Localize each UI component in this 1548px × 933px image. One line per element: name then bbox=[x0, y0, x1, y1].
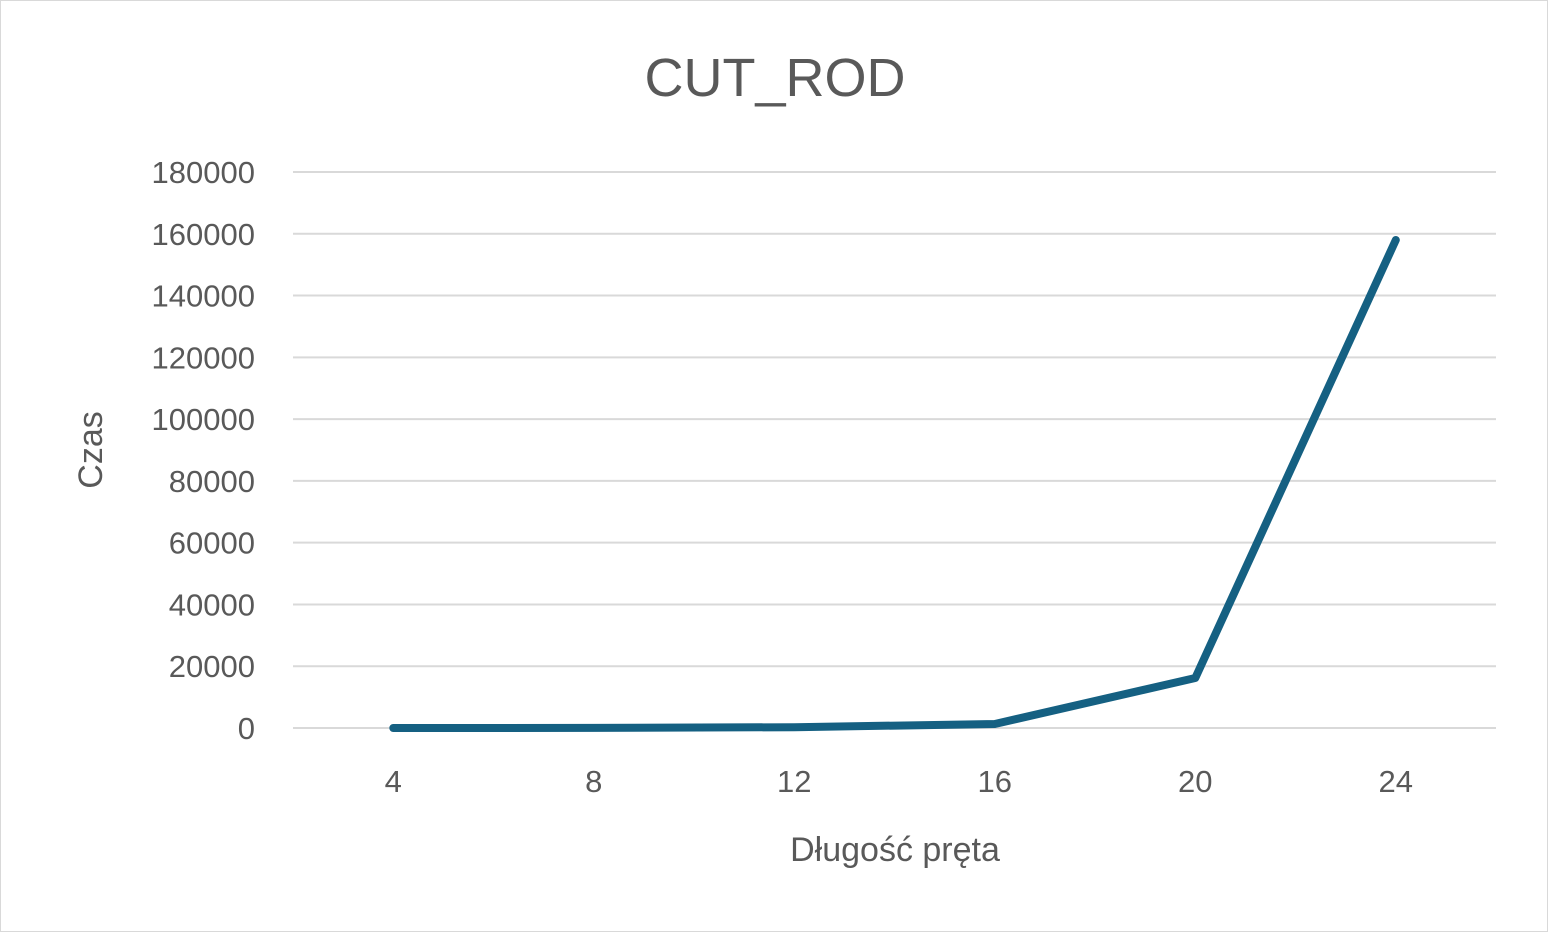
x-axis-label: Długość pręta bbox=[790, 831, 1000, 869]
x-tick-label: 4 bbox=[385, 764, 402, 799]
gridlines bbox=[293, 171, 1496, 729]
series-line bbox=[389, 236, 1400, 732]
y-tick-label: 60000 bbox=[169, 526, 255, 561]
y-tick-label: 180000 bbox=[152, 155, 255, 190]
y-tick-label: 0 bbox=[238, 711, 255, 746]
y-tick-label: 160000 bbox=[152, 217, 255, 252]
series-group bbox=[389, 236, 1400, 732]
chart-title: CUT_ROD bbox=[644, 48, 905, 108]
x-tick-label: 16 bbox=[978, 764, 1012, 799]
y-axis-label: Czas bbox=[72, 411, 110, 488]
y-axis-ticks: 0 20000 40000 60000 80000 100000 120000 140000 1… bbox=[152, 155, 255, 746]
x-axis-ticks: 4 8 12 16 20 24 bbox=[385, 764, 1413, 799]
y-tick-label: 120000 bbox=[152, 340, 255, 375]
x-tick-label: 20 bbox=[1178, 764, 1212, 799]
x-tick-label: 12 bbox=[777, 764, 811, 799]
y-tick-label: 140000 bbox=[152, 279, 255, 314]
y-tick-label: 80000 bbox=[169, 464, 255, 499]
y-tick-label: 100000 bbox=[152, 402, 255, 437]
x-tick-label: 24 bbox=[1379, 764, 1413, 799]
y-tick-label: 40000 bbox=[169, 587, 255, 622]
y-tick-label: 20000 bbox=[169, 649, 255, 684]
x-tick-label: 8 bbox=[585, 764, 602, 799]
